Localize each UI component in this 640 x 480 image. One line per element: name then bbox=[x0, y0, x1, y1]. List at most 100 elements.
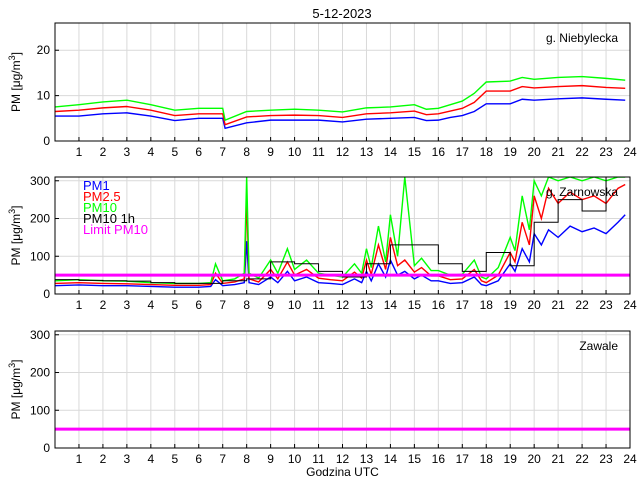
series-line-pm1 bbox=[55, 214, 626, 288]
x-tick-label: 7 bbox=[219, 298, 226, 312]
x-tick-label: 14 bbox=[384, 298, 398, 312]
x-tick-label: 10 bbox=[288, 452, 302, 466]
x-tick-label: 11 bbox=[312, 298, 325, 312]
series-line-pm10 bbox=[55, 75, 626, 122]
x-tick-label: 23 bbox=[599, 452, 613, 466]
series-line-pm25 bbox=[55, 84, 626, 126]
x-tick-label: 2 bbox=[100, 452, 107, 466]
panel-g-zarnowska: 1 2 3 4 5 6 7 8 9 10 11 12 13 14 15 16 17 18 19 20 21 22 23 240… bbox=[7, 174, 637, 312]
x-tick-label: 5 bbox=[171, 452, 178, 466]
y-tick-label: 200 bbox=[30, 366, 50, 380]
x-tick-label: 23 bbox=[599, 145, 613, 159]
x-tick-label: 7 bbox=[219, 452, 226, 466]
series-line-pm25 bbox=[55, 183, 626, 287]
x-tick-label: 20 bbox=[527, 145, 541, 159]
x-tick-label: 18 bbox=[480, 452, 494, 466]
legend-entry: PM10 1h bbox=[83, 211, 135, 226]
figure-title: 5-12-2023 bbox=[312, 6, 371, 21]
x-tick-label: 18 bbox=[480, 298, 494, 312]
x-tick-label: 6 bbox=[195, 452, 202, 466]
x-tick-label: 19 bbox=[504, 145, 518, 159]
x-tick-label: 19 bbox=[504, 452, 518, 466]
x-tick-label: 9 bbox=[267, 298, 274, 312]
y-tick-label: 200 bbox=[30, 212, 50, 226]
station-label: Zawale bbox=[579, 339, 618, 353]
y-tick-label: 0 bbox=[43, 134, 50, 148]
x-tick-label: 17 bbox=[456, 145, 470, 159]
panel-zawale: 1 2 3 4 5 6 7 8 9 10 11 12 13 14 15 16 17 18 19 20 21 22 23 240… bbox=[7, 328, 637, 479]
x-tick-label: 14 bbox=[384, 145, 398, 159]
plot-area bbox=[55, 75, 626, 130]
x-tick-label: 1 bbox=[76, 145, 83, 159]
x-tick-label: 6 bbox=[195, 145, 202, 159]
y-axis-label: PM [μg/m3] bbox=[7, 360, 23, 420]
x-tick-label: 3 bbox=[124, 298, 131, 312]
x-tick-label: 24 bbox=[623, 298, 637, 312]
y-tick-label: 300 bbox=[30, 174, 50, 188]
x-tick-label: 16 bbox=[432, 452, 446, 466]
station-label: g. Zarnowska bbox=[546, 185, 618, 199]
y-tick-label: 100 bbox=[30, 249, 50, 263]
x-tick-label: 5 bbox=[171, 145, 178, 159]
x-tick-label: 11 bbox=[312, 145, 325, 159]
x-tick-label: 7 bbox=[219, 145, 226, 159]
x-tick-label: 6 bbox=[195, 298, 202, 312]
x-tick-label: 1 bbox=[76, 452, 83, 466]
x-tick-label: 8 bbox=[243, 298, 250, 312]
x-tick-label: 3 bbox=[124, 452, 131, 466]
x-tick-label: 15 bbox=[408, 145, 422, 159]
x-tick-label: 4 bbox=[147, 452, 154, 466]
x-tick-label: 8 bbox=[243, 452, 250, 466]
x-tick-label: 8 bbox=[243, 145, 250, 159]
x-tick-label: 9 bbox=[267, 145, 274, 159]
y-axis-label: PM [μg/m3] bbox=[7, 206, 23, 266]
x-tick-label: 15 bbox=[408, 452, 422, 466]
series-line-pm1 bbox=[55, 97, 626, 130]
y-tick-label: 300 bbox=[30, 328, 50, 342]
y-tick-label: 20 bbox=[37, 43, 51, 57]
y-axis-label: PM [μg/m3] bbox=[7, 52, 23, 112]
x-tick-label: 3 bbox=[124, 145, 131, 159]
x-tick-label: 17 bbox=[456, 298, 470, 312]
legend-entry: PM2.5 bbox=[83, 189, 121, 204]
legend-entry: Limit PM10 bbox=[83, 222, 148, 237]
x-tick-label: 11 bbox=[312, 452, 325, 466]
x-tick-label: 1 bbox=[76, 298, 83, 312]
x-tick-label: 5 bbox=[171, 298, 178, 312]
x-tick-label: 22 bbox=[575, 298, 589, 312]
x-tick-label: 13 bbox=[360, 298, 374, 312]
x-tick-label: 13 bbox=[360, 452, 374, 466]
x-tick-label: 2 bbox=[100, 145, 107, 159]
x-tick-label: 9 bbox=[267, 452, 274, 466]
x-tick-label: 10 bbox=[288, 145, 302, 159]
x-tick-label: 22 bbox=[575, 452, 589, 466]
y-tick-label: 0 bbox=[43, 441, 50, 455]
x-tick-label: 12 bbox=[336, 452, 350, 466]
x-tick-label: 12 bbox=[336, 145, 350, 159]
x-axis-label: Godzina UTC bbox=[306, 465, 379, 479]
x-tick-label: 24 bbox=[623, 145, 637, 159]
x-tick-label: 19 bbox=[504, 298, 518, 312]
x-tick-label: 21 bbox=[551, 298, 565, 312]
x-tick-label: 22 bbox=[575, 145, 589, 159]
y-tick-label: 10 bbox=[37, 89, 51, 103]
plot-area bbox=[55, 177, 630, 288]
x-tick-label: 13 bbox=[360, 145, 374, 159]
legend-entry: PM1 bbox=[83, 178, 110, 193]
x-tick-label: 20 bbox=[527, 298, 541, 312]
x-tick-label: 4 bbox=[147, 298, 154, 312]
x-tick-label: 10 bbox=[288, 298, 302, 312]
x-tick-label: 18 bbox=[480, 145, 494, 159]
x-tick-label: 14 bbox=[384, 452, 398, 466]
y-tick-label: 0 bbox=[43, 287, 50, 301]
x-tick-label: 2 bbox=[100, 298, 107, 312]
x-tick-label: 20 bbox=[527, 452, 541, 466]
station-label: g. Niebylecka bbox=[546, 31, 618, 45]
x-tick-label: 16 bbox=[432, 298, 446, 312]
x-tick-label: 24 bbox=[623, 452, 637, 466]
x-tick-label: 16 bbox=[432, 145, 446, 159]
x-tick-label: 12 bbox=[336, 298, 350, 312]
x-tick-label: 21 bbox=[551, 452, 565, 466]
panel-g-niebylecka: 1 2 3 4 5 6 7 8 9 10 11 12 13 14 15 16 17 18 19 20 21 22 23 240… bbox=[7, 22, 637, 159]
y-tick-label: 100 bbox=[30, 403, 50, 417]
